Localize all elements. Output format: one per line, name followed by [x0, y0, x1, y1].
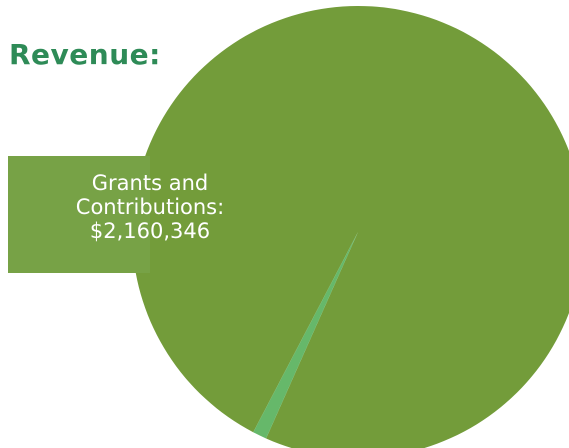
- pie-slice-grants-and-contributions: [132, 6, 569, 448]
- callout-line-1: Grants and: [91, 171, 209, 195]
- pie-slice-small: [253, 232, 358, 439]
- callout-line-2: Contributions:: [75, 195, 225, 219]
- callout-line-3: $2,160,346: [89, 219, 211, 243]
- pie-slices: [132, 6, 569, 448]
- callout-label-box: [8, 156, 150, 273]
- slice-data-label: Grants and Contributions: $2,160,346: [40, 171, 260, 243]
- page-title: Revenue:: [9, 38, 161, 71]
